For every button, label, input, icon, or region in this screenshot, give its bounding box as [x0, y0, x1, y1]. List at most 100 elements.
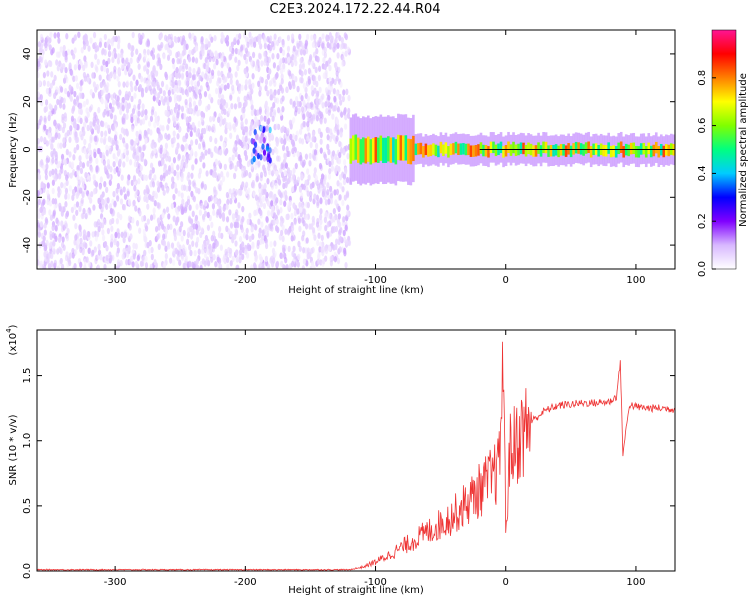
spectrogram-cell	[109, 166, 113, 173]
spectrogram-cell	[112, 92, 117, 99]
spectrogram-cell	[311, 135, 315, 143]
spectrogram-cell	[165, 187, 170, 194]
spectrogram-cell	[275, 170, 279, 177]
spectrogram-cell	[260, 60, 264, 67]
spectrogram-cell	[341, 199, 345, 206]
spectrogram-cell	[196, 80, 201, 87]
spectrogram-cell	[93, 188, 97, 195]
spectrogram-cell	[79, 92, 83, 99]
spectrogram-cell	[135, 188, 139, 196]
spectrogram-cell	[125, 155, 129, 163]
spectrogram-cell	[47, 252, 52, 260]
spectrogram-cell	[627, 144, 631, 157]
colorbar: 0.00.20.40.60.8 Normalized spectral ampl…	[697, 29, 749, 277]
spectrogram-cell	[62, 122, 67, 129]
spectrogram-cell	[108, 179, 112, 186]
spectrogram-cell	[39, 135, 44, 143]
spectrogram-cell	[255, 209, 259, 216]
spectrogram-cell	[90, 61, 94, 69]
spectrogram-cell	[285, 213, 289, 221]
spectrogram-cell	[306, 247, 310, 254]
spectrogram-cell	[332, 88, 336, 95]
spectrogram-cell	[92, 81, 96, 88]
spectrogram-cell	[213, 63, 217, 70]
spectrogram-cell	[113, 52, 118, 59]
spectrogram-cell	[214, 147, 219, 154]
spectrogram-cell	[237, 102, 241, 109]
spectrogram-cell	[336, 220, 341, 228]
spectrogram-cell	[82, 207, 86, 215]
spectrogram-cell	[311, 60, 315, 67]
spectrogram-cell	[253, 250, 258, 257]
spectrogram-cell	[326, 143, 330, 151]
spectrogram-cell	[251, 82, 255, 89]
spectrogram-cell	[146, 241, 150, 249]
spectrogram-cell	[216, 256, 220, 263]
spectrogram-cell	[269, 222, 273, 229]
spectrogram-cell	[250, 226, 254, 233]
spectrogram-cell	[125, 130, 129, 137]
spectrogram-cell	[205, 64, 209, 72]
spectrogram-cell	[153, 121, 157, 129]
spectrogram-cell	[270, 183, 275, 190]
spectrogram-cell	[333, 255, 338, 263]
spectrogram-cell	[474, 145, 478, 157]
spectrogram-cell	[314, 108, 318, 115]
spectrogram-cell	[279, 84, 283, 91]
spectrogram-cell	[347, 107, 351, 115]
spectrogram-cell	[487, 146, 490, 158]
spectrogram-noise-region	[250, 124, 272, 165]
spectrogram-cell	[80, 197, 84, 204]
spectrogram-cell	[87, 145, 91, 152]
spectrogram-cell	[65, 174, 69, 181]
spectrogram-cell	[172, 193, 176, 201]
spectrogram-cell	[217, 160, 221, 167]
spectrogram-cell	[258, 192, 262, 199]
spectrogram-cell	[93, 221, 97, 228]
spectrogram-cell	[245, 233, 249, 241]
spectrogram-cell	[331, 150, 336, 157]
spectrogram-cell	[84, 62, 88, 69]
y-tick-label: -40	[22, 237, 33, 253]
spectrogram-cell	[302, 184, 306, 191]
spectrogram-cell	[99, 254, 103, 261]
spectrogram-cell	[328, 167, 332, 175]
spectrogram-cell	[296, 208, 300, 215]
spectrogram-cell	[114, 231, 118, 239]
spectrogram-cell	[300, 70, 304, 77]
spectrogram-cell	[272, 62, 277, 69]
spectrogram-cell	[299, 57, 303, 64]
spectrogram-cell	[340, 111, 344, 118]
spectrogram-cell	[315, 48, 319, 55]
spectrogram-cell	[212, 242, 216, 249]
spectrogram-cell	[50, 136, 54, 143]
spectrogram-cell	[70, 115, 75, 122]
spectrogram-cell	[43, 229, 47, 236]
spectrogram-cell	[319, 111, 324, 119]
spectrogram-cell	[374, 137, 378, 163]
spectrogram-cell	[161, 223, 165, 230]
spectrogram-cell	[135, 137, 139, 144]
spectrogram-cell	[76, 143, 80, 151]
spectrogram-cell	[154, 190, 158, 198]
spectrogram-cell	[185, 132, 189, 140]
spectrogram-cell	[221, 98, 225, 106]
spectrogram-cell	[296, 176, 301, 183]
spectrogram-cell	[57, 160, 61, 168]
spectrogram-cell	[216, 200, 221, 207]
spectrogram-cell	[144, 64, 148, 71]
spectrogram-cell	[250, 158, 254, 165]
spectrogram-cell	[96, 127, 100, 134]
spectrogram-cell	[79, 79, 83, 87]
spectrogram-cell	[191, 180, 195, 187]
spectrogram-cell	[242, 232, 247, 239]
spectrogram-cell	[43, 136, 47, 144]
spectrogram-cell	[269, 190, 273, 198]
spectrogram-cell	[321, 42, 325, 49]
spectrogram-cell	[242, 112, 246, 119]
spectrogram-cell	[138, 209, 142, 217]
spectrogram-cell	[159, 174, 164, 182]
spectrogram-cell	[306, 252, 311, 259]
spectrogram-cell	[72, 154, 76, 161]
spectrogram-cell	[564, 145, 568, 157]
